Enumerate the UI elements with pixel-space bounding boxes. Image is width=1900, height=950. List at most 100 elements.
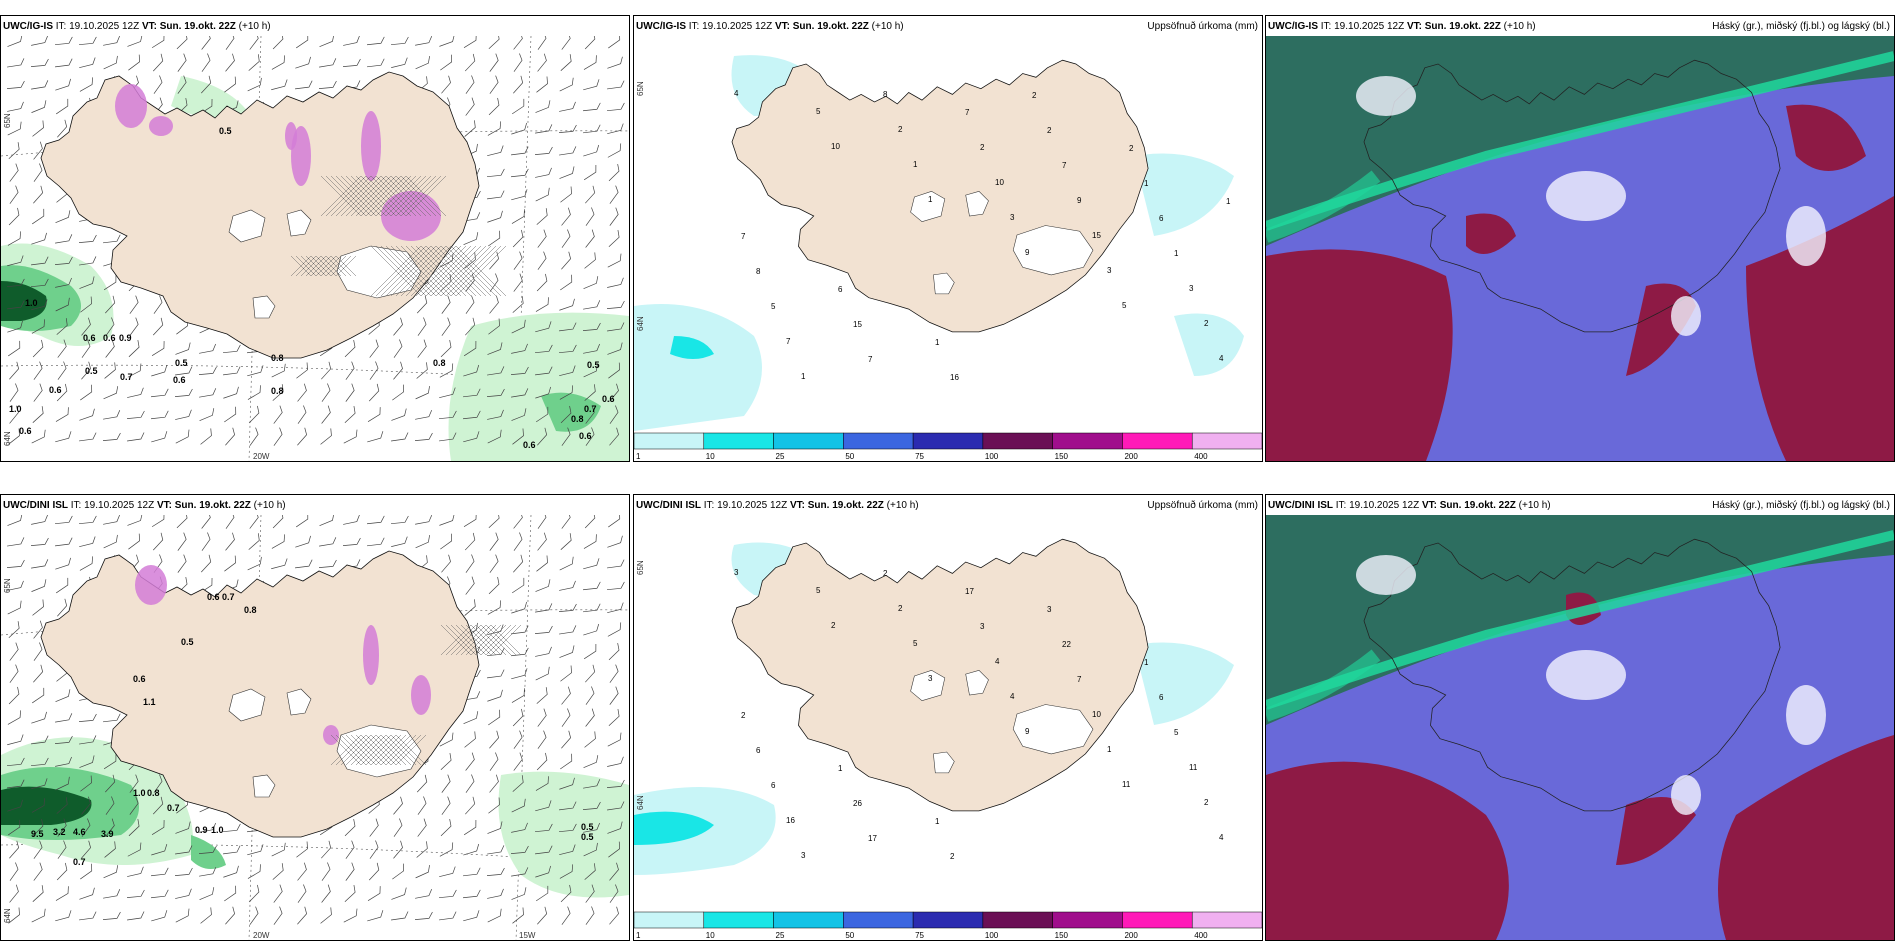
precip-value-label: 1.0 [25,298,38,308]
wind-barb [391,911,409,921]
wind-barb [201,515,211,529]
panel-header: UWC/DINI ISL IT: 19.10.2025 12Z VT: Sun.… [1268,500,1551,511]
wind-barb [487,600,502,615]
hatched-area [440,624,522,656]
wind-barb [511,388,529,398]
glacier-outline [336,724,422,778]
wind-barb [7,515,23,526]
precip-value-label: 6 [756,746,761,755]
hatch-line [380,245,432,297]
wind-barb [561,708,571,727]
wind-barb [103,55,118,70]
wind-barb [441,796,451,815]
wind-barb [225,532,235,551]
wind-barb [534,146,553,155]
wind-barb [342,537,361,546]
wind-barb [103,889,121,899]
wind-barb [367,537,385,547]
wind-barb [561,906,571,925]
wind-barb [249,515,259,529]
wind-barb [441,295,451,314]
wind-barb [296,36,309,49]
wind-barb [560,54,572,71]
colorbar-swatch [634,432,705,450]
wind-barb [464,53,476,72]
panel-header: UWC/IG-IS IT: 19.10.2025 12Z VT: Sun. 19… [3,21,271,32]
wind-barb [174,867,193,876]
wind-barb [344,818,356,837]
glacier-outline [252,774,276,798]
wind-barb [55,407,69,422]
wind-barb [415,385,430,400]
lat-grid-line [1,609,629,636]
wind-barb [417,339,427,358]
wind-barb [440,54,453,71]
wind-barb [175,342,191,355]
wind-barb [31,299,48,311]
wind-barb [463,364,480,377]
wind-barb [390,36,409,46]
wind-barb [559,166,575,179]
wind-barb [177,532,187,551]
wind-barb [271,55,285,70]
wind-barb [33,185,44,204]
wind-barb [463,340,477,357]
wind-barb [55,277,72,288]
wind-barb [126,410,145,419]
wind-barb [609,207,619,226]
wind-barb [537,730,547,749]
wind-barb [559,322,577,332]
clear-sky-area [1356,555,1416,595]
wind-barb [55,210,71,223]
wind-barb [80,384,93,401]
wind-barb [80,775,92,792]
wind-barb [343,36,360,46]
wind-barb [487,210,503,223]
hatch-line [330,175,372,217]
wind-barb [583,842,598,857]
wind-barb [175,429,190,444]
wind-barb [415,55,430,70]
wind-barb [7,300,25,310]
lat-label-64n: 64N [3,431,12,446]
wind-barb [489,774,499,793]
low-cloud-area [1718,735,1894,940]
hatch-line [410,245,462,297]
wind-barb [175,908,190,923]
wind-barb [439,866,456,877]
colorbar-tick-label: 25 [776,931,785,940]
wind-barb [585,906,595,925]
wind-barb [369,818,379,837]
wind-barb [31,778,48,790]
wind-barb [511,647,529,657]
wind-barb [511,625,529,635]
wind-barb [558,344,577,354]
wind-barb [607,123,624,135]
wind-barb [271,79,288,91]
wind-barb [585,229,595,248]
wind-barb [609,383,619,402]
wind-barb [81,796,91,815]
wind-barb [511,887,527,900]
wind-barb [126,889,145,898]
precip-value-label: 3 [1189,284,1194,293]
wind-barb [609,686,619,705]
wind-barb [368,862,380,881]
wind-barb [511,867,529,877]
wind-barb [439,911,457,921]
hatch-line [340,175,382,217]
wind-barb [559,556,574,571]
precip-value-label: 17 [868,834,877,843]
wind-barb [151,388,169,398]
wind-barb [81,818,91,837]
precip-area [191,835,226,869]
wind-barb [79,735,97,745]
hatch-line [405,175,447,217]
wind-barb [295,80,313,90]
wind-barb [535,321,552,333]
hatch-line [430,245,482,297]
wind-barb [31,757,49,767]
precip-value-label: 2 [1032,91,1037,100]
precip-value-label: 1 [1144,658,1149,667]
panel-header: UWC/IG-IS IT: 19.10.2025 12Z VT: Sun. 19… [1268,21,1536,32]
